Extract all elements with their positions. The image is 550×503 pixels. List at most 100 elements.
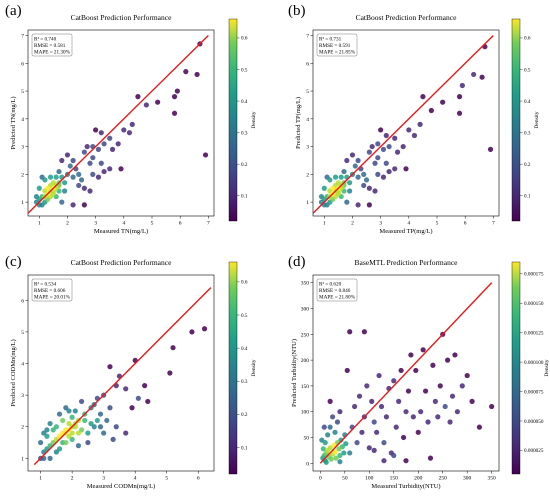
y-tick-label: 200 bbox=[301, 358, 310, 364]
y-tick-label: 2 bbox=[306, 172, 309, 178]
data-point bbox=[76, 182, 82, 189]
colorbar-label: Density bbox=[534, 111, 540, 128]
colorbar-tick-label: 0.000050 bbox=[524, 419, 544, 425]
data-point bbox=[98, 130, 104, 136]
y-tick-label: 4 bbox=[21, 362, 24, 368]
colorbar bbox=[511, 18, 521, 222]
data-point bbox=[403, 409, 409, 415]
data-point bbox=[75, 430, 82, 436]
data-point bbox=[374, 429, 380, 435]
data-point bbox=[355, 157, 361, 164]
y-tick-label: 150 bbox=[301, 384, 310, 390]
data-point bbox=[369, 143, 375, 150]
data-point bbox=[155, 99, 161, 105]
colorbar-tick-label: 0.000150 bbox=[524, 301, 544, 307]
data-point bbox=[337, 459, 343, 465]
data-point bbox=[341, 450, 347, 456]
x-axis-label: Measured CODMn(mg/L) bbox=[87, 483, 155, 490]
x-tick-label: 150 bbox=[390, 476, 399, 482]
y-tick-label: 1 bbox=[21, 200, 24, 206]
stats-line: RMSE = 0.846 bbox=[319, 288, 351, 294]
data-point bbox=[428, 107, 434, 114]
data-point bbox=[347, 188, 353, 194]
data-point bbox=[93, 127, 99, 133]
data-point bbox=[87, 160, 93, 166]
y-tick-label: 300 bbox=[301, 307, 310, 313]
colorbar-tick-label: 0.000075 bbox=[524, 389, 544, 395]
x-tick-label: 0 bbox=[319, 476, 322, 482]
data-point bbox=[76, 171, 82, 177]
data-point bbox=[336, 446, 342, 452]
data-point bbox=[84, 143, 90, 150]
data-point bbox=[400, 143, 406, 150]
data-point bbox=[62, 188, 68, 194]
data-point bbox=[202, 152, 209, 158]
data-point bbox=[170, 345, 176, 351]
y-axis-label: Predicted Turbidity(NTU) bbox=[291, 339, 298, 407]
data-point bbox=[327, 445, 333, 451]
x-tick-label: 4 bbox=[134, 476, 137, 482]
data-point bbox=[95, 174, 102, 180]
data-point bbox=[361, 329, 367, 335]
stats-line: R² = 0.620 bbox=[319, 282, 342, 288]
stats-line: MAPE = 21.85% bbox=[319, 50, 356, 56]
x-tick-label: 3 bbox=[102, 476, 105, 482]
data-point bbox=[338, 174, 344, 180]
colorbar-tick-label: 0.1 bbox=[241, 445, 248, 451]
data-point bbox=[53, 449, 59, 455]
data-point bbox=[69, 436, 75, 442]
data-point bbox=[126, 130, 133, 136]
data-point bbox=[47, 420, 53, 427]
data-point bbox=[42, 177, 48, 183]
data-point bbox=[88, 420, 94, 427]
stats-box bbox=[31, 278, 73, 302]
colorbar-tick-label: 0.000100 bbox=[524, 360, 544, 366]
colorbar-tick-label: 0.4 bbox=[241, 346, 248, 352]
data-point bbox=[97, 424, 104, 430]
x-tick-label: 2 bbox=[66, 221, 69, 227]
stats-line: MAPE = 20.01% bbox=[34, 295, 71, 301]
stats-box bbox=[316, 33, 358, 57]
data-point bbox=[104, 417, 110, 424]
x-tick-label: 5 bbox=[151, 221, 154, 227]
data-point bbox=[403, 458, 409, 464]
x-tick-label: 200 bbox=[414, 476, 423, 482]
data-point bbox=[145, 398, 151, 405]
x-tick-label: 5 bbox=[436, 221, 439, 227]
data-point bbox=[101, 430, 107, 436]
data-point bbox=[101, 168, 107, 175]
data-point bbox=[118, 166, 124, 172]
data-point bbox=[341, 168, 347, 175]
data-point bbox=[72, 408, 78, 414]
fit-line bbox=[28, 35, 209, 214]
data-point bbox=[354, 440, 360, 446]
x-tick-label: 350 bbox=[488, 476, 497, 482]
data-point bbox=[332, 174, 339, 180]
data-point bbox=[332, 449, 338, 455]
stats-line: MAPE = 21.80% bbox=[319, 295, 356, 301]
y-tick-label: 2 bbox=[21, 172, 24, 178]
colorbar-tick-label: 0.6 bbox=[241, 36, 248, 42]
data-point bbox=[109, 146, 116, 152]
data-point bbox=[396, 398, 402, 404]
data-point bbox=[383, 160, 389, 166]
data-point bbox=[422, 388, 429, 394]
y-tick-label: 4 bbox=[306, 117, 309, 123]
data-point bbox=[113, 424, 119, 430]
data-point bbox=[371, 447, 377, 453]
data-point bbox=[107, 405, 113, 411]
chart-panel-2: (b) CatBoost Prediction Performance 1 2 3 4 5 6… bbox=[288, 3, 540, 235]
data-point bbox=[330, 185, 336, 191]
data-point bbox=[107, 364, 113, 370]
data-point bbox=[41, 430, 47, 436]
panel-letter: (d) bbox=[288, 254, 306, 270]
data-point bbox=[489, 403, 495, 410]
x-tick-label: 6 bbox=[197, 476, 200, 482]
colorbar-label: Density bbox=[251, 111, 257, 128]
fit-line bbox=[313, 35, 494, 214]
data-point bbox=[107, 166, 113, 172]
x-tick-label: 3 bbox=[379, 221, 382, 227]
data-point bbox=[449, 393, 456, 399]
panel-title: CatBoost Prediction Performance bbox=[71, 13, 172, 22]
data-point bbox=[78, 177, 85, 183]
